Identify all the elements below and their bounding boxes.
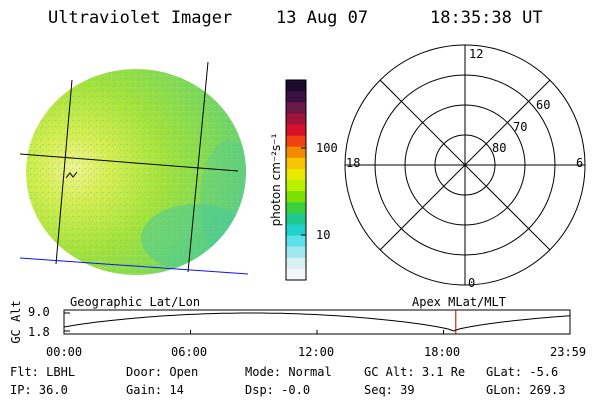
info-glon: GLon: 269.3 [486,383,566,397]
orbit-altitude-curve [63,312,571,332]
colorbar-segment [286,180,306,192]
colorbar-segment [286,246,306,259]
uvi-image-disk [19,61,249,275]
orbit-xtick-2359: 23:59 [550,345,587,359]
lat-label-70: 70 [513,120,528,134]
colorbar-segment [286,91,306,103]
colorbar-segment [286,168,306,181]
colorbar-tick-10: 10 [316,228,331,242]
lat-label-80: 80 [492,141,507,155]
colorbar-segment [286,202,306,214]
orbit-xtick-1200: 12:00 [298,345,335,359]
mlt-label-12: 12 [469,47,484,61]
date-label: 13 Aug 07 [276,8,369,28]
mlt-label-0: 0 [468,276,476,290]
info-dsp: Dsp: -0.0 [245,383,311,397]
info-gc-alt: GC Alt: 3.1 Re [364,365,466,379]
app-title: Ultraviolet Imager [48,8,233,28]
colorbar-segment [286,80,306,92]
mlt-label-6: 6 [576,156,584,170]
colorbar-segment [286,235,306,248]
colorbar-segment [286,146,306,159]
colorbar-segment [286,224,306,237]
time-label: 18:35:38 UT [430,8,543,28]
orbit-xtick-0600: 06:00 [171,345,208,359]
colorbar-segment [286,157,306,170]
colorbar-tick-100: 100 [316,141,338,155]
info-glat: GLat: -5.6 [486,365,559,379]
colorbar-unit-label: photon cm⁻²s⁻¹ [269,133,283,227]
lat-label-60: 60 [536,98,551,112]
colorbar-segment [286,257,306,270]
orbit-ytick-min: 1.8 [28,325,50,339]
mlt-label-18: 18 [346,156,361,170]
colorbar-segment [286,135,306,148]
info-seq: Seq: 39 [364,383,415,397]
info-ip: IP: 36.0 [10,383,68,397]
geographic-label: Geographic Lat/Lon [70,295,201,309]
colorbar-border [285,79,307,281]
cursor-marker-icon [65,171,78,179]
info-door: Door: Open [126,365,199,379]
colorbar-segment [286,124,306,137]
polar-plot [344,44,586,286]
colorbar-segment [286,268,306,281]
colorbar-segment [286,102,306,114]
orbit-xtick-0000: 00:00 [46,345,83,359]
colorbar-segment [286,113,306,125]
colorbar [285,79,307,281]
info-flt: Flt: LBHL [10,365,76,379]
orbit-xtick-1800: 18:00 [424,345,461,359]
colorbar-segment [286,191,306,203]
orbit-plot [63,309,571,335]
info-mode: Mode: Normal [245,365,332,379]
colorbar-segment [286,213,306,225]
apex-label: Apex MLat/MLT [412,295,506,309]
orbit-ylabel: GC Alt [9,300,23,344]
info-gain: Gain: 14 [126,383,184,397]
orbit-ytick-max: 9.0 [28,305,50,319]
